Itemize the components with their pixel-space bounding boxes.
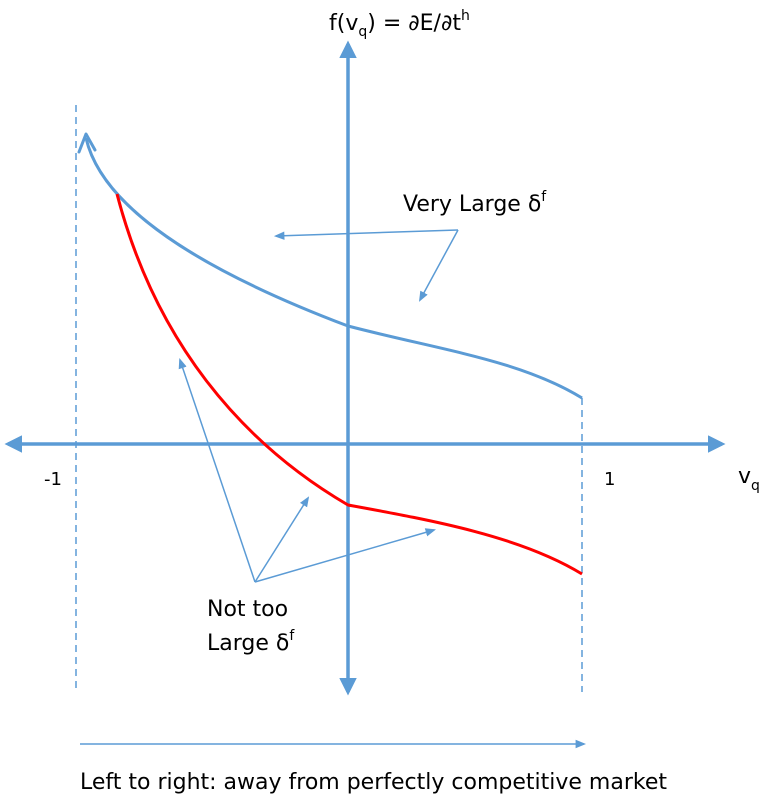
pointer-arrow-not-too-large-mid [254, 496, 310, 583]
y-axis-label-main: f(v [329, 11, 358, 36]
x-axis-label: vq [738, 464, 760, 494]
pointer-arrow-not-too-large-up [178, 358, 256, 583]
pointer-arrow-very-large-down [418, 229, 459, 302]
very-large-delta-label: Very Large δf [403, 189, 547, 217]
very-large-delta-curve [84, 137, 583, 400]
not-too-large-delta-label-sup: f [289, 628, 295, 644]
pointer-arrow-very-large-left [273, 229, 459, 240]
x-axis-label-main: v [738, 464, 751, 489]
very-large-delta-label-text: Very Large δ [403, 192, 541, 217]
x-axis-label-sub: q [751, 478, 760, 494]
caption: Left to right: away from perfectly compe… [80, 770, 667, 795]
y-axis-label: f(vq) = ∂E/∂th [329, 8, 470, 40]
not-too-large-delta-label-line1: Not too [207, 597, 288, 622]
y-axis-label-sup: h [461, 8, 470, 24]
pointer-arrow-not-too-large-right [254, 528, 437, 583]
y-axis-label-mid: ) = ∂E/∂t [367, 11, 461, 36]
y-axis-label-sub: q [358, 24, 367, 40]
tick-label-minus-one: -1 [44, 469, 62, 490]
tick-label-one: 1 [604, 469, 615, 490]
not-too-large-delta-curve [115, 193, 583, 576]
very-large-delta-label-sup: f [541, 189, 547, 205]
not-too-large-delta-label-text: Large δ [207, 631, 289, 656]
not-too-large-delta-label-line2: Large δf [207, 628, 295, 656]
very-large-delta-curve-arrowhead [77, 132, 97, 154]
